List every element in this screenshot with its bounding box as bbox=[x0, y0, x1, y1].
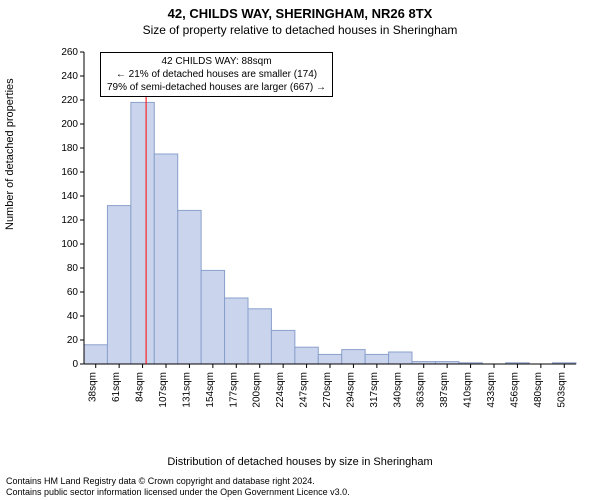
svg-text:180: 180 bbox=[61, 143, 78, 154]
histogram-bar bbox=[84, 345, 107, 364]
svg-text:200sqm: 200sqm bbox=[252, 372, 263, 408]
svg-text:140: 140 bbox=[61, 191, 78, 202]
svg-text:200: 200 bbox=[61, 119, 78, 130]
histogram-bar bbox=[389, 352, 412, 364]
annotation-box: 42 CHILDS WAY: 88sqm ← 21% of detached h… bbox=[100, 52, 333, 97]
svg-text:0: 0 bbox=[72, 359, 78, 370]
svg-text:220: 220 bbox=[61, 95, 78, 106]
subtitle: Size of property relative to detached ho… bbox=[0, 23, 600, 37]
svg-text:387sqm: 387sqm bbox=[439, 372, 450, 408]
svg-text:247sqm: 247sqm bbox=[299, 372, 310, 408]
histogram-bar bbox=[342, 350, 365, 364]
address-title: 42, CHILDS WAY, SHERINGHAM, NR26 8TX bbox=[0, 6, 600, 21]
svg-text:317sqm: 317sqm bbox=[369, 372, 380, 408]
svg-text:107sqm: 107sqm bbox=[158, 372, 169, 408]
svg-text:270sqm: 270sqm bbox=[322, 372, 333, 408]
histogram-bar bbox=[154, 154, 177, 364]
histogram-bar bbox=[225, 298, 248, 364]
svg-text:503sqm: 503sqm bbox=[556, 372, 567, 408]
svg-text:240: 240 bbox=[61, 71, 78, 82]
histogram-bar bbox=[248, 309, 271, 364]
svg-text:40: 40 bbox=[67, 311, 79, 322]
histogram-plot: 0 20 40 60 80 100 120 140 160 180 200 220 240 260 38sq… bbox=[60, 48, 580, 408]
histogram-bar bbox=[201, 270, 224, 364]
svg-text:433sqm: 433sqm bbox=[486, 372, 497, 408]
histogram-bar bbox=[178, 210, 201, 364]
svg-text:160: 160 bbox=[61, 167, 78, 178]
svg-text:38sqm: 38sqm bbox=[88, 372, 99, 402]
y-axis-label: Number of detached properties bbox=[4, 78, 16, 230]
annotation-line2: ← 21% of detached houses are smaller (17… bbox=[107, 68, 326, 81]
histogram-bar bbox=[295, 347, 318, 364]
footer: Contains HM Land Registry data © Crown c… bbox=[0, 476, 600, 498]
svg-text:294sqm: 294sqm bbox=[345, 372, 356, 408]
title-block: 42, CHILDS WAY, SHERINGHAM, NR26 8TX Siz… bbox=[0, 0, 600, 37]
svg-text:84sqm: 84sqm bbox=[135, 372, 146, 402]
svg-text:20: 20 bbox=[67, 335, 79, 346]
x-axis-label: Distribution of detached houses by size … bbox=[0, 456, 600, 468]
svg-text:340sqm: 340sqm bbox=[392, 372, 403, 408]
svg-text:363sqm: 363sqm bbox=[416, 372, 427, 408]
footer-line2: Contains public sector information licen… bbox=[6, 487, 600, 498]
annotation-line3: 79% of semi-detached houses are larger (… bbox=[107, 81, 326, 94]
chart-area: 0 20 40 60 80 100 120 140 160 180 200 220 240 260 38sq… bbox=[60, 48, 580, 408]
svg-text:224sqm: 224sqm bbox=[275, 372, 286, 408]
histogram-bar bbox=[271, 330, 294, 364]
histogram-bar bbox=[318, 354, 341, 364]
footer-line1: Contains HM Land Registry data © Crown c… bbox=[6, 476, 600, 487]
histogram-bar bbox=[131, 102, 154, 364]
svg-text:260: 260 bbox=[61, 48, 78, 58]
svg-text:480sqm: 480sqm bbox=[533, 372, 544, 408]
svg-text:61sqm: 61sqm bbox=[111, 372, 122, 402]
histogram-bar bbox=[107, 206, 130, 364]
svg-text:60: 60 bbox=[67, 287, 79, 298]
annotation-line1: 42 CHILDS WAY: 88sqm bbox=[107, 55, 326, 68]
svg-text:120: 120 bbox=[61, 215, 78, 226]
svg-text:100: 100 bbox=[61, 239, 78, 250]
svg-text:131sqm: 131sqm bbox=[181, 372, 192, 408]
chart-container: 42, CHILDS WAY, SHERINGHAM, NR26 8TX Siz… bbox=[0, 0, 600, 500]
histogram-bar bbox=[365, 354, 388, 364]
svg-text:410sqm: 410sqm bbox=[463, 372, 474, 408]
svg-text:154sqm: 154sqm bbox=[205, 372, 216, 408]
svg-text:456sqm: 456sqm bbox=[509, 372, 520, 408]
svg-text:177sqm: 177sqm bbox=[228, 372, 239, 408]
svg-text:80: 80 bbox=[67, 263, 79, 274]
